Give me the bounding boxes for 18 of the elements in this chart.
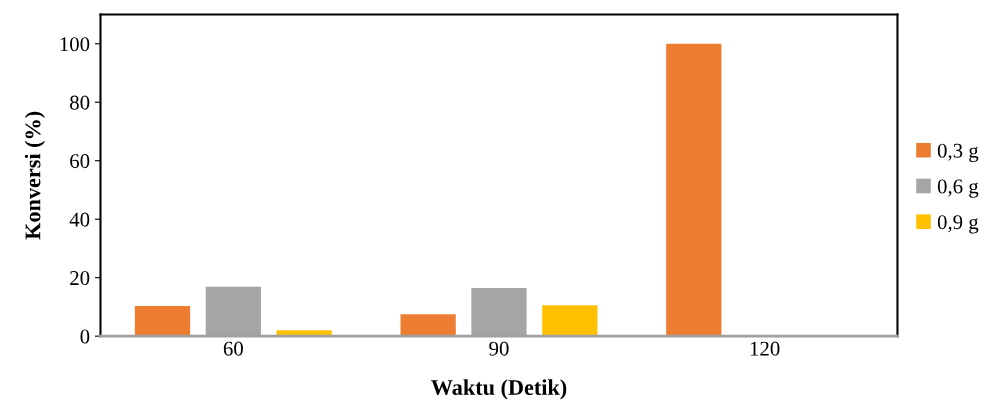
x-tick-label: 120 [750, 341, 780, 356]
legend-label: 0,9 g [937, 215, 979, 234]
y-tick-label: 20 [70, 271, 90, 286]
y-tick-label: 60 [70, 154, 90, 169]
legend-label: 0,3 g [937, 143, 979, 162]
y-tick-label: 0 [80, 329, 90, 344]
bar [134, 306, 191, 337]
x-axis-title: Waktu (Detik) [431, 379, 567, 400]
bar [400, 314, 456, 337]
y-tick-label: 100 [60, 37, 90, 52]
x-tick-label: 60 [223, 341, 243, 356]
x-tick-label: 90 [489, 341, 509, 356]
legend-label: 0,6 g [937, 179, 979, 198]
bar [542, 305, 598, 337]
y-tick-label: 40 [69, 212, 90, 227]
y-axis-title: Konversi (%) [24, 111, 45, 240]
bar [666, 43, 722, 337]
y-tick-label: 80 [70, 95, 90, 110]
